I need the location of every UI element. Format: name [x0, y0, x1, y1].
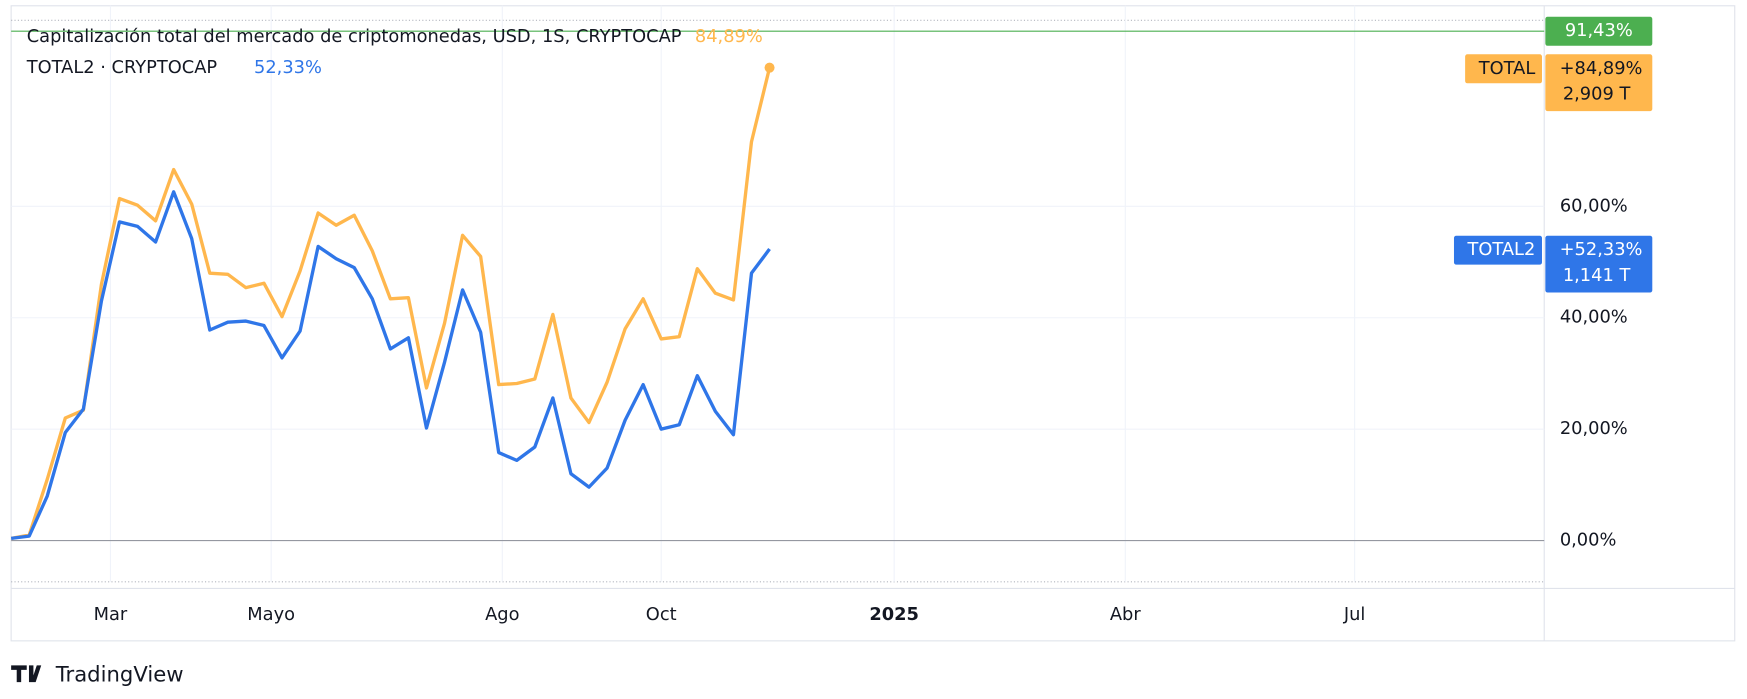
last-point: [764, 62, 775, 73]
series-name: TOTAL2: [1466, 239, 1535, 260]
high-badge: [1545, 16, 1653, 46]
y-tick-label: 60,00%: [1560, 195, 1628, 216]
series-name-badge: [1453, 235, 1542, 265]
series-value-badge: [1545, 235, 1653, 293]
y-tick-label: 0,00%: [1560, 530, 1617, 551]
x-tick-label: Mayo: [247, 604, 295, 625]
series-line: [10, 67, 772, 540]
grid: [11, 5, 1545, 582]
series-line: [10, 190, 771, 541]
legend-value: 84,89%: [695, 26, 763, 47]
legend-value: 52,33%: [254, 57, 322, 78]
chart-title: Capitalización total del mercado de crip…: [27, 26, 682, 47]
legend-label: TOTAL2 · CRYPTOCAP: [26, 57, 218, 78]
y-tick-label: 20,00%: [1560, 418, 1628, 439]
brand-name: TradingView: [55, 661, 184, 686]
x-tick-label: Oct: [646, 604, 677, 625]
series-change: +84,89%: [1560, 58, 1643, 79]
brand: TradingView: [11, 661, 184, 686]
series-market-cap: 1,141 T: [1563, 265, 1631, 286]
plot: [10, 30, 1545, 541]
x-tick-label: Jul: [1343, 604, 1365, 625]
series-market-cap: 2,909 T: [1563, 83, 1631, 104]
brand-logo: [11, 665, 42, 683]
x-tick-label: Abr: [1110, 604, 1141, 625]
series-name-badge: [1465, 54, 1542, 84]
x-tick-label: Mar: [94, 604, 128, 625]
high-label: 91,43%: [1565, 20, 1633, 41]
y-tick-label: 40,00%: [1560, 307, 1628, 328]
series-change: +52,33%: [1560, 239, 1643, 260]
series-name: TOTAL: [1478, 58, 1536, 79]
series-value-badge: [1545, 54, 1653, 112]
x-tick-label: 2025: [869, 604, 919, 625]
chart-frame: [10, 5, 1736, 642]
x-tick-label: Ago: [485, 604, 519, 625]
